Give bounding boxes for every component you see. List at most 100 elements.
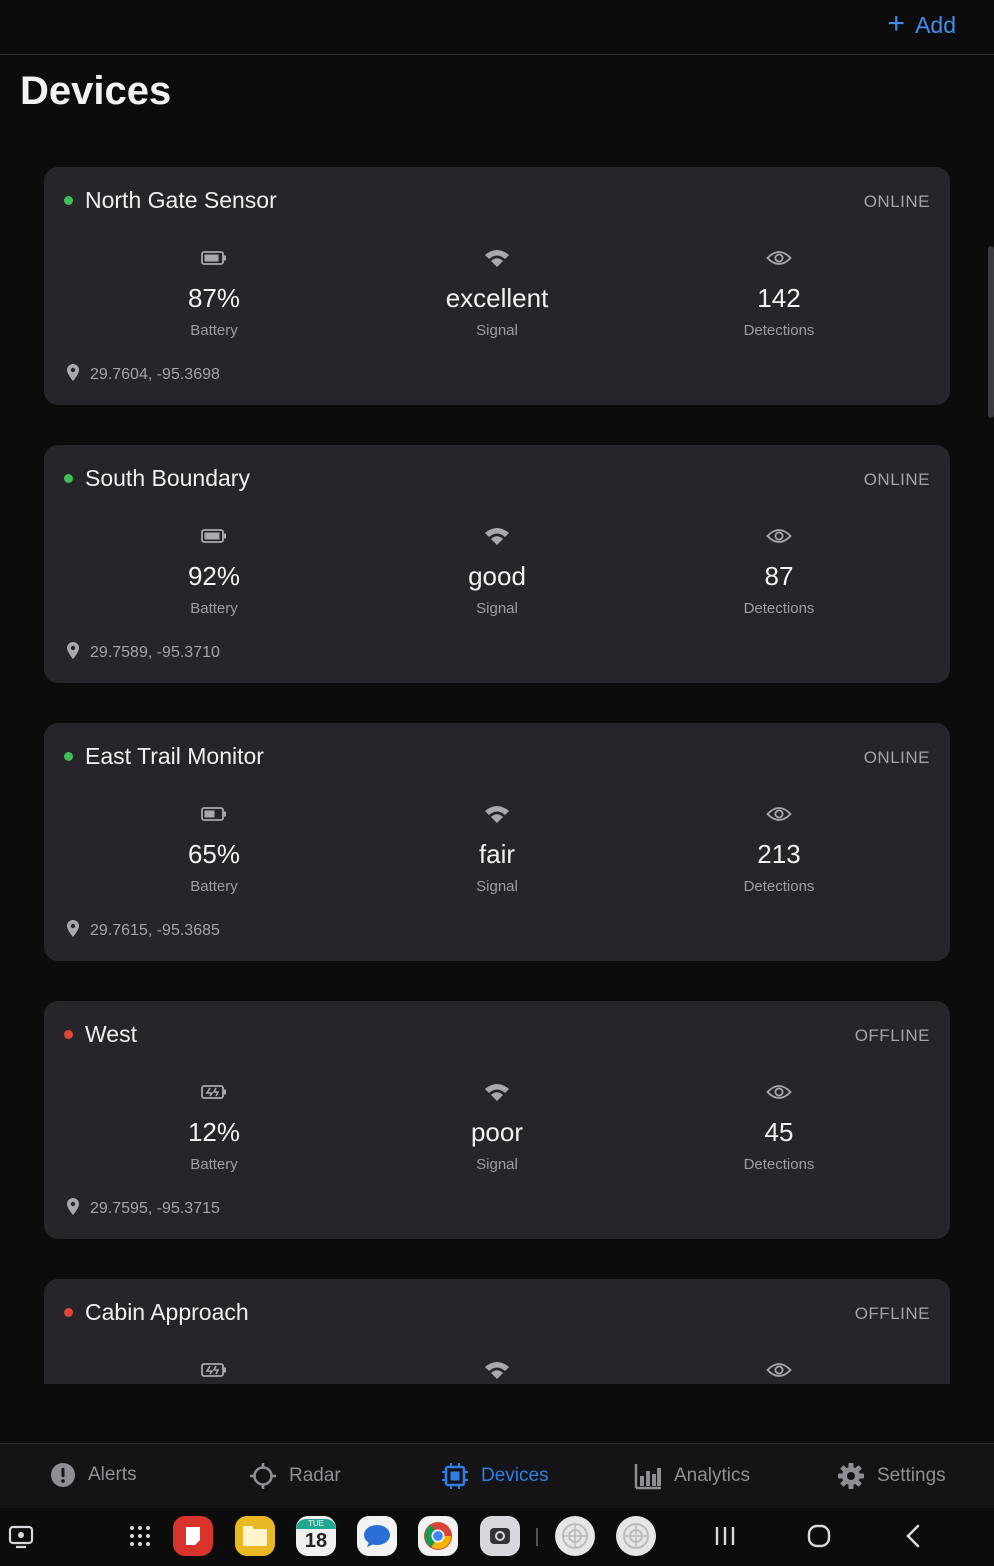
- location: 29.7604, -95.3698: [66, 363, 220, 387]
- wifi-icon: [387, 525, 607, 547]
- files-app-icon[interactable]: [235, 1516, 275, 1556]
- app-drawer-icon[interactable]: [128, 1524, 152, 1548]
- device-card[interactable]: South Boundary ONLINE 92% Battery good S…: [44, 445, 950, 683]
- device-name: West: [85, 1021, 137, 1047]
- battery-label: Battery: [190, 600, 238, 617]
- signal-metric: poor Signal: [387, 1081, 607, 1173]
- status-dot: [64, 1030, 73, 1039]
- detections-value: 213: [757, 839, 801, 869]
- signal-value: good: [468, 561, 526, 591]
- calendar-day: 18: [304, 1530, 328, 1552]
- add-device-button[interactable]: + Add: [887, 7, 956, 40]
- battery-metric: Battery: [104, 1359, 324, 1384]
- gear-icon: [838, 1463, 864, 1489]
- radar-icon: [250, 1463, 276, 1489]
- device-list[interactable]: North Gate Sensor ONLINE 87% Battery exc…: [44, 167, 950, 1384]
- signal-value: fair: [478, 839, 516, 869]
- status-dot: [64, 1308, 73, 1317]
- device-card[interactable]: North Gate Sensor ONLINE 87% Battery exc…: [44, 167, 950, 405]
- battery-low-icon: [104, 1359, 324, 1381]
- map-pin-icon: [66, 1197, 80, 1221]
- chrome-app-icon[interactable]: [418, 1516, 458, 1556]
- camera-app-icon[interactable]: [480, 1516, 520, 1556]
- battery-low-icon: [104, 1081, 324, 1103]
- eye-icon: [669, 1359, 889, 1381]
- home-button-icon[interactable]: [806, 1523, 832, 1549]
- signal-label: Signal: [476, 322, 518, 339]
- wifi-icon: [387, 1359, 607, 1381]
- taskbar-divider: [536, 1528, 538, 1546]
- battery-icon: [104, 525, 324, 547]
- nav-label: Settings: [877, 1465, 946, 1486]
- add-label: Add: [915, 12, 956, 38]
- device-card[interactable]: East Trail Monitor ONLINE 65% Battery fa…: [44, 723, 950, 961]
- detections-metric: Detections: [669, 1359, 889, 1384]
- battery-metric: 87% Battery: [104, 247, 324, 339]
- signal-label: Signal: [476, 1156, 518, 1173]
- battery-value: 12%: [187, 1117, 241, 1147]
- device-card[interactable]: West OFFLINE 12% Battery poor Signal 45 …: [44, 1001, 950, 1239]
- recent-app-icon[interactable]: [555, 1516, 595, 1556]
- wifi-icon: [387, 247, 607, 269]
- detections-metric: 213 Detections: [669, 803, 889, 895]
- detections-metric: 142 Detections: [669, 247, 889, 339]
- device-name: South Boundary: [85, 465, 250, 491]
- detections-value: 87: [764, 561, 794, 591]
- battery-label: Battery: [190, 878, 238, 895]
- wifi-icon: [387, 1081, 607, 1103]
- detections-label: Detections: [743, 600, 815, 617]
- eye-icon: [669, 1081, 889, 1103]
- detections-label: Detections: [743, 322, 815, 339]
- nav-settings[interactable]: Settings: [837, 1462, 946, 1490]
- device-card[interactable]: Cabin Approach OFFLINE Battery Signal De…: [44, 1279, 950, 1384]
- messages-app-icon[interactable]: [357, 1516, 397, 1556]
- nav-radar[interactable]: Radar: [249, 1462, 341, 1490]
- signal-value: excellent: [445, 283, 549, 313]
- map-pin-icon: [66, 919, 80, 943]
- detections-metric: 87 Detections: [669, 525, 889, 617]
- eye-icon: [669, 247, 889, 269]
- status-dot: [64, 752, 73, 761]
- battery-icon: [104, 803, 324, 825]
- top-bar: + Add: [0, 0, 994, 55]
- calendar-app-icon[interactable]: TUE 18: [296, 1516, 336, 1556]
- status-text: ONLINE: [863, 748, 930, 767]
- detections-label: Detections: [743, 1156, 815, 1173]
- page-title: Devices: [20, 69, 172, 113]
- nav-alerts[interactable]: Alerts: [50, 1462, 137, 1488]
- coordinates: 29.7589, -95.3710: [90, 644, 220, 661]
- nav-label: Alerts: [88, 1464, 137, 1485]
- alert-icon: [51, 1463, 75, 1487]
- battery-value: 87%: [187, 283, 241, 313]
- coordinates: 29.7615, -95.3685: [90, 922, 220, 939]
- scrollbar-thumb[interactable]: [988, 246, 994, 418]
- detections-metric: 45 Detections: [669, 1081, 889, 1173]
- plus-icon: +: [887, 7, 906, 40]
- coordinates: 29.7595, -95.3715: [90, 1200, 220, 1217]
- location: 29.7589, -95.3710: [66, 641, 220, 665]
- bar-chart-icon: [634, 1464, 661, 1490]
- signal-metric: excellent Signal: [387, 247, 607, 339]
- battery-label: Battery: [190, 322, 238, 339]
- signal-metric: good Signal: [387, 525, 607, 617]
- battery-metric: 92% Battery: [104, 525, 324, 617]
- status-text: OFFLINE: [854, 1026, 930, 1045]
- battery-value: 92%: [187, 561, 241, 591]
- map-pin-icon: [66, 363, 80, 387]
- screen-mirror-icon[interactable]: [8, 1524, 34, 1550]
- notes-app-icon[interactable]: [173, 1516, 213, 1556]
- battery-metric: 12% Battery: [104, 1081, 324, 1173]
- location: 29.7595, -95.3715: [66, 1197, 220, 1221]
- recent-app-icon[interactable]: [616, 1516, 656, 1556]
- battery-label: Battery: [190, 1156, 238, 1173]
- coordinates: 29.7604, -95.3698: [90, 366, 220, 383]
- recents-button-icon[interactable]: [713, 1524, 737, 1548]
- back-button-icon[interactable]: [901, 1523, 925, 1549]
- signal-value: poor: [470, 1117, 524, 1147]
- battery-value: 65%: [187, 839, 241, 869]
- nav-label: Analytics: [674, 1465, 751, 1486]
- nav-analytics[interactable]: Analytics: [634, 1462, 750, 1490]
- nav-devices[interactable]: Devices: [441, 1462, 549, 1490]
- eye-icon: [669, 803, 889, 825]
- status-dot: [64, 196, 73, 205]
